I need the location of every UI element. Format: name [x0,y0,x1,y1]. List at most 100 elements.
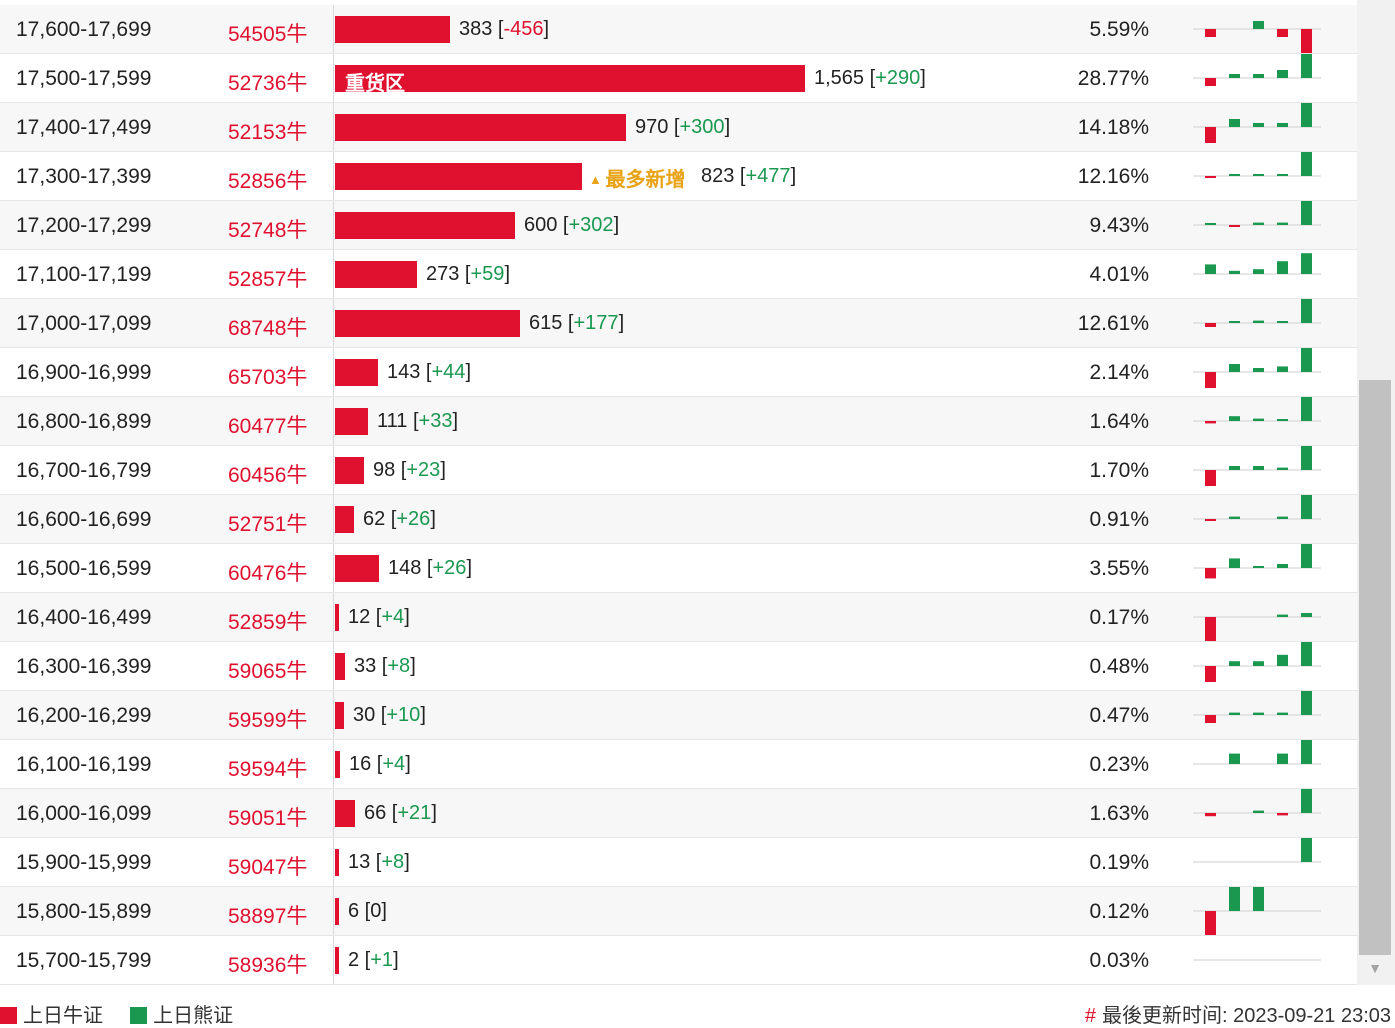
warrant-code-link[interactable]: 59047牛 [228,856,308,879]
warrant-code-link[interactable]: 52857牛 [228,268,308,291]
count-value: 970 [+300] [635,116,730,139]
table-row[interactable]: 15,900-15,999 59047牛 13 [+8] 0.19% [0,838,1357,887]
heavy-zone-label: 重货区 [345,73,405,95]
price-range: 17,400-17,499 [16,116,152,139]
table-row[interactable]: 17,500-17,599 52736牛 重货区 1,565 [+290] 28.77% [0,54,1357,103]
table-row[interactable]: 17,200-17,299 52748牛 600 [+302] 9.43% [0,201,1357,250]
sparkline-bar [1229,887,1240,911]
history-sparkline [1193,54,1321,86]
hash-icon: # [1084,1005,1096,1027]
table-row[interactable]: 16,000-16,099 59051牛 66 [+21] 1.63% [0,789,1357,838]
table-row[interactable]: 16,600-16,699 52751牛 62 [+26] 0.91% [0,495,1357,544]
table-row[interactable]: 16,800-16,899 60477牛 111 [+33] 1.64% [0,397,1357,446]
legend-bear-label: 上日熊证 [153,1005,234,1027]
warrant-code-link[interactable]: 59599牛 [228,709,308,732]
column-divider [333,495,334,543]
count-bar [335,261,417,288]
history-sparkline [1193,613,1321,641]
sparkline-bar [1253,21,1264,29]
table-row[interactable]: 16,400-16,499 52859牛 12 [+4] 0.17% [0,593,1357,642]
count-value: 13 [+8] [348,851,410,874]
change-value: +33 [418,410,453,432]
sparkline-bar [1301,691,1312,715]
percentage: 1.70% [1089,459,1149,482]
scroll-down-arrow-icon[interactable]: ▼ [1368,960,1382,976]
count-value: 1,565 [+290] [814,67,926,90]
warrant-code-link[interactable]: 60456牛 [228,464,308,487]
last-updated-text: 最後更新时间: 2023-09-21 23:03 [1101,1005,1391,1027]
count-value: 30 [+10] [353,704,426,727]
table-row[interactable]: 16,500-16,599 60476牛 148 [+26] 3.55% [0,544,1357,593]
bracket-close: ] [466,557,472,579]
sparkline-bar [1229,416,1240,421]
count-bar [335,653,345,680]
table-row[interactable]: 17,600-17,699 54505牛 383 [-456] 5.59% [0,5,1357,54]
scrollbar-thumb[interactable] [1359,380,1391,955]
change-value: +290 [875,67,921,89]
code-cell-bg [206,201,334,249]
table-row[interactable]: 17,100-17,199 52857牛 273 [+59] 4.01% [0,250,1357,299]
count-value: 273 [+59] [426,263,510,286]
warrant-code-link[interactable]: 52153牛 [228,121,308,144]
table-row[interactable]: 16,300-16,399 59065牛 33 [+8] 0.48% [0,642,1357,691]
table-row[interactable]: 15,800-15,899 58897牛 6 [0] 0.12% [0,887,1357,936]
percentage: 0.47% [1089,704,1149,727]
warrant-code-link[interactable]: 52748牛 [228,219,308,242]
table-row[interactable]: 16,100-16,199 59594牛 16 [+4] 0.23% [0,740,1357,789]
code-cell-bg [206,250,334,298]
warrant-code-link[interactable]: 59051牛 [228,807,308,830]
sparkline-bar [1277,564,1288,568]
count-number: 143 [387,361,421,383]
warrant-code-link[interactable]: 52751牛 [228,513,308,536]
price-range: 16,200-16,299 [16,704,152,727]
price-range: 15,700-15,799 [16,949,152,972]
table-row[interactable]: 17,300-17,399 52856牛 ▲ 最多新增 823 [+477] 12.16… [0,152,1357,201]
bracket-open: [ [864,67,876,89]
warrant-code-link[interactable]: 59065牛 [228,660,308,683]
warrant-code-link[interactable]: 52859牛 [228,611,308,634]
sparkline-bar [1277,467,1288,470]
column-divider [333,691,334,739]
vertical-scrollbar[interactable]: ▼ [1357,0,1395,985]
code-cell-bg [206,103,334,151]
history-sparkline [1193,642,1321,682]
table-row[interactable]: 16,900-16,999 65703牛 143 [+44] 2.14% [0,348,1357,397]
sparkline-bar [1277,123,1288,127]
count-number: 30 [353,704,376,726]
table-row[interactable]: 16,200-16,299 59599牛 30 [+10] 0.47% [0,691,1357,740]
sparkline-bar [1205,911,1216,935]
code-cell-bg [206,348,334,396]
warrant-code-link[interactable]: 52856牛 [228,170,308,193]
change-value: -456 [503,18,544,40]
warrant-code-link[interactable]: 65703牛 [228,366,308,389]
price-range: 15,900-15,999 [16,851,152,874]
warrant-code-link[interactable]: 58936牛 [228,954,308,977]
warrant-code-link[interactable]: 68748牛 [228,317,308,340]
percentage: 0.12% [1089,900,1149,923]
bear-swatch-icon [130,1007,148,1024]
warrant-code-link[interactable]: 60476牛 [228,562,308,585]
warrant-code-link[interactable]: 59594牛 [228,758,308,781]
history-sparkline [1193,838,1321,863]
sparkline-bar [1205,264,1216,274]
warrant-code-link[interactable]: 58897牛 [228,905,308,928]
bracket-open: [ [668,116,680,138]
count-value: 12 [+4] [348,606,410,629]
table-row[interactable]: 16,700-16,799 60456牛 98 [+23] 1.70% [0,446,1357,495]
table-row[interactable]: 17,400-17,499 52153牛 970 [+300] 14.18% [0,103,1357,152]
sparkline-bar [1301,495,1312,519]
column-divider [333,789,334,837]
bracket-close: ] [405,753,411,775]
warrant-code-link[interactable]: 52736牛 [228,72,308,95]
table-row[interactable]: 17,000-17,099 68748牛 615 [+177] 12.61% [0,299,1357,348]
percentage: 0.91% [1089,508,1149,531]
count-number: 6 [348,900,360,922]
warrant-code-link[interactable]: 60477牛 [228,415,308,438]
sparkline-bar [1229,225,1240,227]
warrant-code-link[interactable]: 54505牛 [228,23,308,46]
sparkline-bar [1277,419,1288,421]
sparkline-bar [1253,123,1264,127]
table-row[interactable]: 15,700-15,799 58936牛 2 [+1] 0.03% [0,936,1357,985]
sparkline-bar [1205,78,1216,86]
sparkline-bar [1205,470,1216,486]
